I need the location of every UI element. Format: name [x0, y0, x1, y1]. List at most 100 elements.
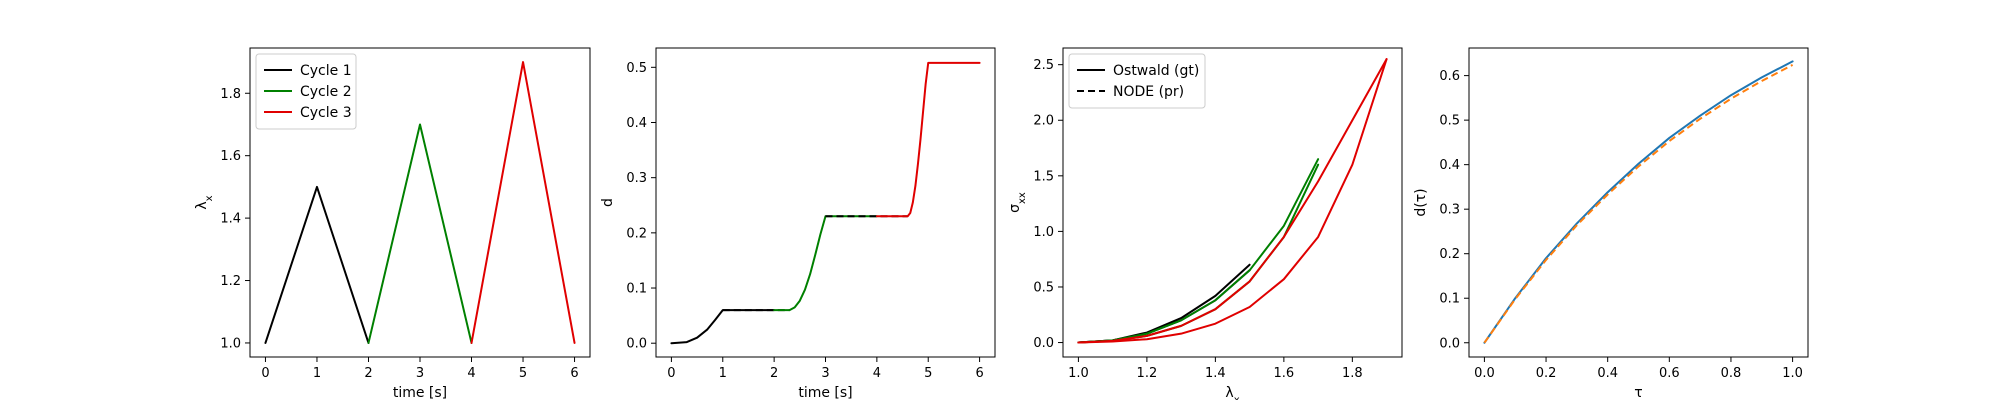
y-tick-label: 1.0	[1033, 225, 1054, 240]
x-tick-label: 1.0	[1782, 366, 1803, 381]
series-line-4	[875, 61, 981, 218]
y-axis-label-main: d	[600, 198, 616, 207]
legend: Ostwald (gt) NODE (pr)	[1068, 53, 1206, 109]
chart-panel-damage-function: 0.0 0.2 0.4 0.6 0.8 1.0 0.0 0.1 0.2 0.3 0.4 0.5 0.6 τ…	[1413, 47, 1809, 400]
series-line-5	[1077, 58, 1388, 344]
x-tick-label: 0	[261, 366, 269, 381]
y-axis-label-subscript: xx	[1017, 192, 1028, 204]
y-tick-label: 0.0	[1033, 336, 1054, 351]
x-tick-label: 1.8	[1342, 366, 1363, 381]
x-axis-label: τ	[1634, 385, 1642, 400]
x-tick-label: 4	[467, 366, 475, 381]
data-series-group	[1077, 58, 1388, 344]
y-tick-label: 0.3	[626, 171, 647, 186]
y-tick-label: 0.6	[1439, 69, 1460, 84]
x-tick-label: 3	[821, 366, 829, 381]
data-series-group	[264, 61, 576, 344]
y-axis-label: d(τ)	[1413, 188, 1429, 216]
x-tick-label: 5	[519, 366, 527, 381]
y-tick-label: 1.5	[1033, 169, 1054, 184]
y-axis-label: σxx	[1007, 192, 1028, 213]
legend-label: NODE (pr)	[1113, 84, 1184, 100]
x-tick-label: 6	[570, 366, 578, 381]
x-axis-label-main: τ	[1634, 385, 1642, 400]
x-tick-label: 0	[667, 366, 675, 381]
legend-label: Cycle 1	[300, 63, 352, 79]
x-tick-label: 0.2	[1536, 366, 1557, 381]
legend-box	[255, 53, 357, 130]
series-line-3	[1077, 163, 1320, 344]
series-line-0	[670, 309, 776, 345]
y-axis-label-subscript: x	[204, 195, 215, 201]
series-line-4	[1077, 58, 1388, 344]
y-tick-label: 0.4	[1439, 158, 1460, 173]
y-axis-label-main: λ	[194, 201, 210, 209]
x-tick-label: 1	[313, 366, 321, 381]
data-series-group	[1483, 60, 1794, 344]
series-line-1	[1483, 64, 1794, 344]
y-tick-label: 0.5	[1033, 280, 1054, 295]
x-tick-label: 5	[924, 366, 932, 381]
y-axis-label: λx	[194, 195, 215, 209]
x-tick-label: 0.0	[1474, 366, 1495, 381]
y-tick-label: 1.6	[220, 149, 241, 164]
series-line-1	[367, 123, 473, 344]
x-tick-label: 1.4	[1205, 366, 1226, 381]
y-tick-label: 1.2	[220, 274, 241, 289]
y-tick-label: 0.2	[1439, 247, 1460, 262]
x-tick-label: 2	[364, 366, 372, 381]
x-tick-label: 2	[770, 366, 778, 381]
axes-frame	[1468, 47, 1809, 358]
legend: Cycle 1 Cycle 2 Cycle 3	[255, 53, 357, 130]
x-tick-label: 3	[416, 366, 424, 381]
y-tick-label: 0.4	[626, 116, 647, 131]
x-axis-label: time [s]	[798, 385, 852, 400]
x-tick-label: 0.6	[1659, 366, 1680, 381]
y-tick-label: 0.3	[1439, 203, 1460, 218]
x-tick-label: 1	[719, 366, 727, 381]
y-tick-label: 1.4	[220, 212, 241, 227]
y-tick-label: 2.0	[1033, 114, 1054, 129]
y-tick-label: 1.0	[220, 336, 241, 351]
x-axis-label-subscript: x	[1234, 395, 1240, 400]
y-tick-label: 0.2	[626, 226, 647, 241]
legend-label: Cycle 3	[300, 105, 352, 121]
axes-frame	[1062, 47, 1403, 358]
x-axis-label: time [s]	[393, 385, 447, 400]
y-axis-label: d	[600, 198, 616, 207]
y-tick-label: 0.1	[1439, 292, 1460, 307]
x-axis-label-main: time [s]	[798, 385, 852, 400]
series-line-2	[470, 61, 576, 344]
series-line-0	[264, 185, 370, 344]
series-line-2	[1077, 158, 1320, 344]
chart-panel-stress-vs-stretch: 1.0 1.2 1.4 1.6 1.8 0.0 0.5 1.0 1.5 2.0 2.5 λx σxx Os…	[1007, 47, 1403, 400]
legend-label: Ostwald (gt)	[1113, 63, 1199, 79]
y-tick-label: 0.1	[626, 282, 647, 297]
y-axis-label-main: σ	[1007, 204, 1023, 213]
x-tick-label: 1.0	[1068, 366, 1089, 381]
series-line-2	[773, 215, 878, 312]
x-tick-label: 4	[873, 366, 881, 381]
x-tick-label: 6	[975, 366, 983, 381]
y-tick-label: 2.5	[1033, 58, 1054, 73]
y-tick-label: 1.8	[220, 87, 241, 102]
series-line-0	[1483, 60, 1794, 344]
x-axis-label: λx	[1225, 385, 1239, 400]
legend-box	[1068, 53, 1206, 109]
x-axis-label-main: time [s]	[393, 385, 447, 400]
x-tick-label: 1.6	[1274, 366, 1295, 381]
x-tick-label: 0.8	[1721, 366, 1742, 381]
y-tick-label: 0.5	[1439, 114, 1460, 129]
y-axis-label-main: d(τ)	[1413, 188, 1429, 216]
x-tick-label: 0.4	[1597, 366, 1618, 381]
axes-frame	[655, 47, 996, 358]
y-tick-label: 0.0	[1439, 336, 1460, 351]
data-series-group	[670, 61, 981, 345]
x-tick-label: 1.2	[1137, 366, 1158, 381]
y-tick-label: 0.0	[626, 337, 647, 352]
chart-panel-damage-vs-time: 0 1 2 3 4 5 6 0.0 0.1 0.2 0.3 0.4 0.5 time [s] d	[600, 47, 996, 400]
legend-label: Cycle 2	[300, 84, 352, 100]
y-tick-label: 0.5	[626, 61, 647, 76]
